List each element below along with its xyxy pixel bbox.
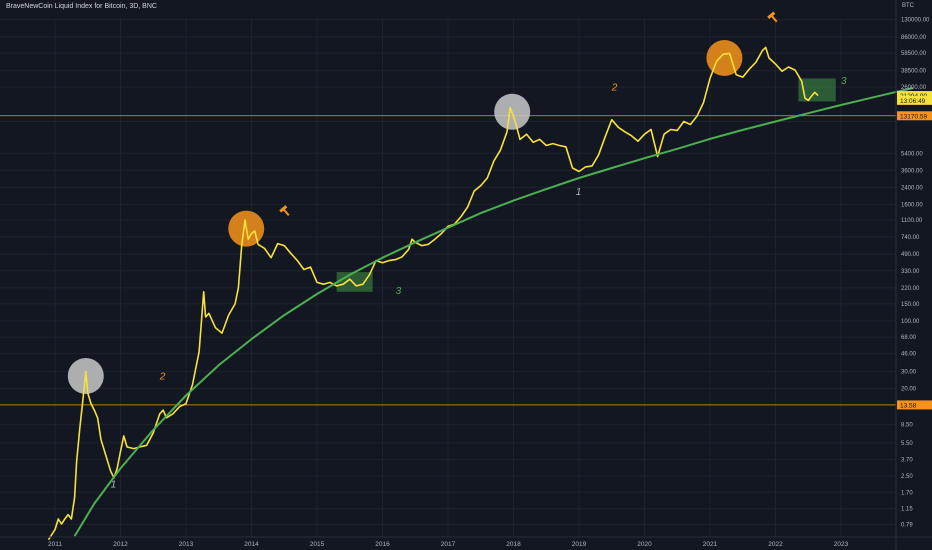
y-tick-label: 86000.00 [901, 35, 927, 41]
y-tick-label: 5400.00 [901, 151, 923, 157]
y-tick-label: 3600.00 [901, 168, 923, 174]
y-tick-label: 1.15 [901, 507, 913, 513]
y-tick-label: 1100.00 [901, 218, 923, 224]
y-tick-label: 490.00 [901, 252, 920, 258]
accumulation-zone [798, 78, 836, 102]
y-tick-label: 5.50 [901, 441, 913, 447]
power-law-curve [73, 87, 914, 537]
y-tick-label: 3.70 [901, 458, 913, 464]
y-tick-label: 58500.00 [901, 51, 927, 57]
y-tick-label: 20.00 [901, 387, 917, 393]
price-label-bg [897, 400, 932, 410]
price-label-bg [897, 95, 932, 105]
cycle-annotation: 3 [396, 286, 402, 297]
hammer-icon [767, 11, 778, 23]
y-tick-label: 330.00 [901, 269, 920, 275]
x-tick-label: 2022 [768, 541, 783, 548]
cycle-annotation: 1 [111, 480, 117, 491]
x-tick-label: 2020 [637, 541, 652, 548]
y-tick-label: 1600.00 [901, 202, 923, 208]
x-tick-label: 2014 [244, 541, 259, 548]
y-tick-label: 38500.00 [901, 69, 927, 75]
y-tick-label: 740.00 [901, 235, 920, 241]
y-axis-unit: BTC [902, 3, 914, 9]
y-tick-label: 2.50 [901, 474, 913, 480]
cycle-annotation: 2 [159, 371, 166, 382]
y-tick-label: 2400.00 [901, 185, 923, 191]
y-tick-label: 0.79 [901, 523, 913, 529]
annotations: 1 2 3 1 2 3 [111, 76, 847, 491]
x-tick-label: 2016 [375, 541, 390, 548]
hammer-icons [279, 11, 778, 217]
price-axis[interactable]: 0.79 1.15 1.70 2.50 3.70 5.50 8.50 20.00 30.00 46… [895, 0, 930, 550]
price-label: 13.58 [900, 402, 917, 409]
price-label-bg [897, 91, 932, 101]
y-tick-label: 220.00 [901, 286, 920, 292]
y-tick-label: 30.00 [901, 370, 917, 376]
x-tick-label: 2011 [48, 541, 62, 548]
hammer-icon [279, 205, 290, 217]
x-tick-label: 2023 [834, 541, 849, 548]
cycle-annotation: 1 [576, 187, 582, 198]
y-tick-label: 100.00 [901, 319, 920, 325]
accumulation-zones [336, 78, 836, 292]
series [47, 46, 914, 541]
x-tick-label: 2019 [572, 541, 587, 548]
x-tick-label: 2013 [179, 541, 194, 548]
cycle-annotation: 2 [611, 83, 618, 94]
x-tick-label: 2018 [506, 541, 521, 548]
x-tick-label: 2015 [310, 541, 325, 548]
price-line [47, 46, 819, 541]
price-label: 13:06:49 [900, 98, 926, 105]
y-tick-label: 26000.00 [901, 85, 927, 91]
y-tick-label: 68.00 [901, 335, 917, 341]
x-tick-label: 2012 [113, 541, 128, 548]
price-label-bg [897, 111, 932, 121]
grid [0, 18, 896, 537]
cycle-top-circle [706, 40, 743, 77]
y-tick-label: 8.50 [901, 423, 913, 429]
chart-title: BraveNewCoin Liquid Index for Bitcoin, 3… [6, 3, 157, 10]
y-tick-label: 130000.00 [901, 18, 930, 24]
cycle-annotation: 3 [841, 76, 847, 87]
y-tick-label: 1.70 [901, 490, 913, 496]
time-axis[interactable]: 2011 2012 2013 2014 2015 2016 2017 2018 2019 2020… [0, 536, 932, 548]
x-tick-label: 2017 [441, 541, 456, 548]
accumulation-zone [336, 272, 373, 292]
price-label: 13170.59 [900, 113, 927, 120]
y-tick-label: 150.00 [901, 302, 920, 308]
x-tick-label: 2021 [703, 541, 718, 548]
horizontal-levels [0, 115, 896, 406]
y-tick-label: 46.00 [901, 352, 917, 358]
